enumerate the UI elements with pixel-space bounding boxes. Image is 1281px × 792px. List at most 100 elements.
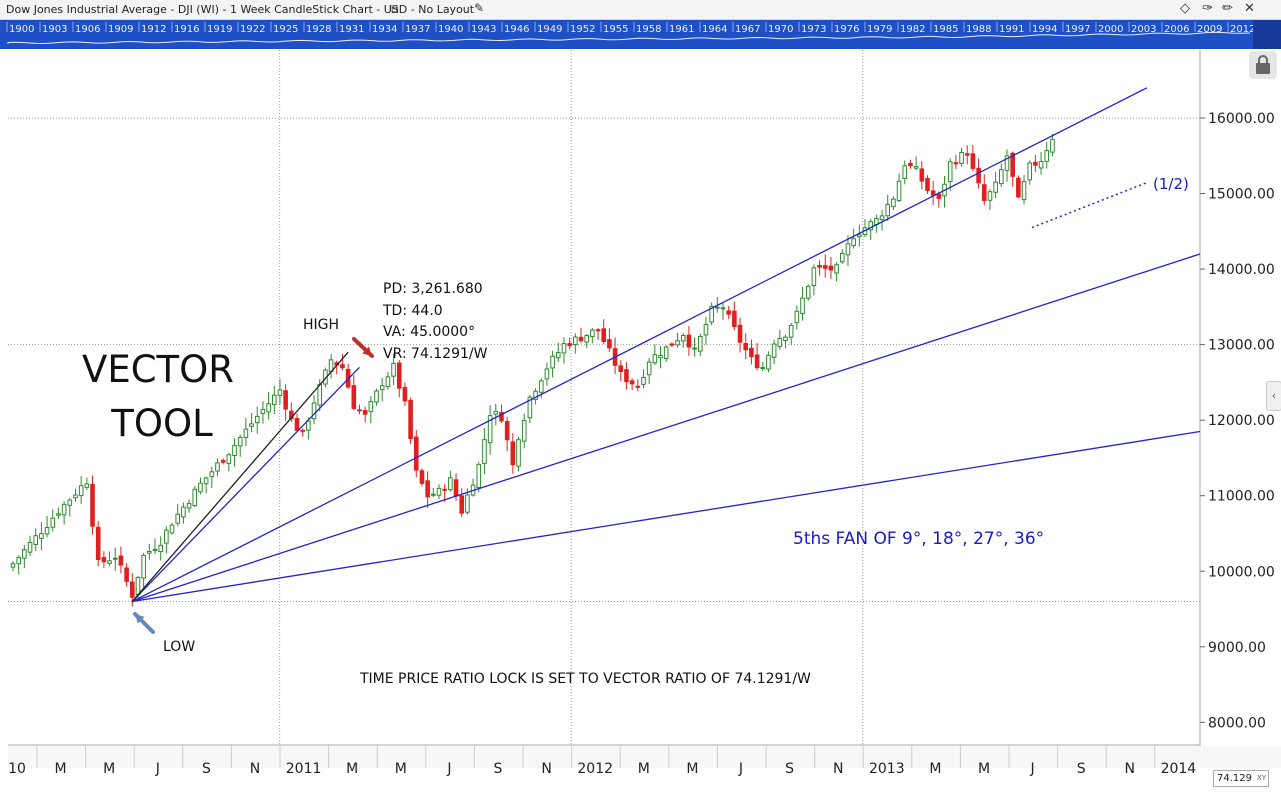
candle-body xyxy=(107,560,112,564)
candle-body xyxy=(215,462,220,472)
x-tick-label: J xyxy=(1030,761,1035,777)
candle-body xyxy=(663,346,669,359)
candle-body xyxy=(311,402,317,420)
candle-body xyxy=(186,502,192,509)
candle-body xyxy=(50,517,56,528)
candle-body xyxy=(169,524,175,534)
candle-body xyxy=(709,305,714,323)
x-tick-label: N xyxy=(833,761,843,777)
candle-body xyxy=(964,153,970,156)
candle-body xyxy=(817,265,822,268)
overview-year-label: 1982 xyxy=(900,24,925,35)
candle-body xyxy=(448,477,453,491)
candle-body xyxy=(357,409,362,412)
x-tick-label: S xyxy=(494,761,503,777)
x-tick-label: 2014 xyxy=(1161,761,1197,777)
overview-year-label: 1970 xyxy=(768,24,793,35)
candle-body xyxy=(243,428,249,438)
annotation-vector: VECTOR xyxy=(82,348,234,391)
overview-year-label: 1994 xyxy=(1032,24,1057,35)
xy-label: XY xyxy=(1256,774,1266,782)
candle-body xyxy=(720,307,726,310)
pencil-icon[interactable]: ✏ xyxy=(1222,1,1233,16)
candle-body xyxy=(90,483,95,527)
candle-body xyxy=(499,411,504,422)
candle-body xyxy=(374,390,379,403)
candle-body xyxy=(686,334,692,348)
overview-year-label: 1979 xyxy=(867,24,892,35)
vector-line xyxy=(131,351,349,602)
overview-year-label: 1958 xyxy=(636,24,661,35)
candle-body xyxy=(533,390,538,400)
xy-readout: 74.129 XY xyxy=(1213,770,1269,787)
candle-body xyxy=(652,354,658,364)
candle-body xyxy=(788,324,794,338)
candle-body xyxy=(56,513,61,516)
candle-body xyxy=(857,234,862,238)
collapse-arrow-icon[interactable]: ‹ xyxy=(1266,381,1281,411)
candle-body xyxy=(629,380,635,385)
fan-line xyxy=(131,87,1148,603)
xy-value: 74.129 xyxy=(1217,773,1252,784)
candle-body xyxy=(646,361,652,376)
overview-navigator[interactable]: 1900 1903 1906 1909 1912 1916 1919 1922 1925 1928… xyxy=(0,20,1281,49)
candle-body xyxy=(209,471,215,478)
candle-body xyxy=(783,336,788,342)
candle-body xyxy=(675,340,680,346)
candle-body xyxy=(152,548,158,551)
candle-body xyxy=(595,329,601,332)
overview-year-label: 1916 xyxy=(174,24,199,35)
y-tick-label: 10000.00 xyxy=(1208,564,1275,580)
pin-icon[interactable]: ✑ xyxy=(1202,1,1213,16)
x-tick-label: N xyxy=(250,761,260,777)
overview-year-label: 1955 xyxy=(603,24,628,35)
candle-body xyxy=(896,180,902,202)
candle-body xyxy=(879,215,885,221)
overview-year-label: 1940 xyxy=(438,24,463,35)
candle-body xyxy=(181,506,186,518)
overview-year-label: 1925 xyxy=(273,24,298,35)
candle-body xyxy=(1004,155,1010,171)
y-tick-label: 13000.00 xyxy=(1208,338,1275,354)
overview-year-label: 1900 xyxy=(9,24,34,35)
candle-body xyxy=(573,336,578,345)
overview-year-label: 1952 xyxy=(570,24,595,35)
candle-body xyxy=(487,415,493,444)
close-icon[interactable]: ✕ xyxy=(1244,1,1255,16)
candle-body xyxy=(249,423,254,427)
x-tick-label: M xyxy=(103,761,115,777)
y-tick-label: 14000.00 xyxy=(1208,262,1275,278)
candle-body xyxy=(306,420,311,431)
overview-year-label: 1943 xyxy=(471,24,496,35)
candle-body xyxy=(800,297,805,314)
vector-td: TD: 44.0 xyxy=(382,303,443,319)
candle-body xyxy=(385,376,391,388)
layout-icon[interactable]: ⧉ xyxy=(390,2,399,16)
diamond-icon[interactable]: ◇ xyxy=(1180,1,1190,16)
candle-body xyxy=(118,555,124,566)
overview-year-label: 1903 xyxy=(42,24,67,35)
candle-body xyxy=(743,342,749,351)
x-tick-label: S xyxy=(202,761,211,777)
annotation-ratio: TIME PRICE RATIO LOCK IS SET TO VECTOR R… xyxy=(359,671,811,687)
high-arrow-head xyxy=(362,346,372,356)
candle-body xyxy=(73,494,78,499)
x-tick-label: 2013 xyxy=(869,761,905,777)
candle-body xyxy=(254,415,260,424)
candle-body xyxy=(459,495,465,514)
candle-body xyxy=(112,557,118,560)
candle-body xyxy=(891,198,896,208)
edit-icon[interactable]: ✎ xyxy=(474,1,485,15)
overview-year-label: 1973 xyxy=(801,24,826,35)
overview-year-label: 1906 xyxy=(75,24,100,35)
candle-body xyxy=(129,581,135,598)
candle-body xyxy=(266,403,271,413)
candle-body xyxy=(33,535,39,546)
y-tick-label: 9000.00 xyxy=(1208,640,1266,656)
candle-body xyxy=(538,380,544,393)
lock-button[interactable] xyxy=(1249,51,1277,79)
candle-body xyxy=(527,396,533,419)
x-tick-label: J xyxy=(155,761,160,777)
candle-body xyxy=(164,529,169,544)
